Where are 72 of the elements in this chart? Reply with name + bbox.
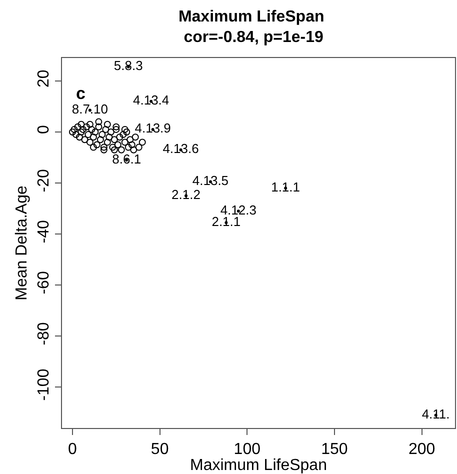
point xyxy=(98,131,106,138)
point xyxy=(104,138,111,146)
y-tick-label: 0 xyxy=(36,125,53,134)
chart-title: Maximum LifeSpan cor=-0.84, p=1e-19 xyxy=(178,8,324,46)
point xyxy=(92,128,99,136)
x-tick-label: 200 xyxy=(408,441,436,458)
point xyxy=(90,134,97,141)
point xyxy=(70,126,78,133)
point xyxy=(110,136,118,144)
y-tick-label: -60 xyxy=(36,271,53,294)
x-tick-label: 50 xyxy=(150,441,169,458)
point xyxy=(130,146,138,154)
y-tick-label: -40 xyxy=(36,220,53,244)
point xyxy=(138,138,146,146)
y-axis-title: Mean Delta.Age xyxy=(14,186,30,300)
annotation: c xyxy=(76,84,86,103)
y-tick-label: 20 xyxy=(36,70,53,88)
point xyxy=(118,146,125,154)
annotation: 8.7.10 xyxy=(72,102,108,117)
point xyxy=(123,128,130,136)
point xyxy=(72,131,80,138)
point xyxy=(78,128,85,136)
point xyxy=(76,134,83,141)
annotation: 8.6.1 xyxy=(112,151,142,166)
point xyxy=(128,141,136,148)
point xyxy=(88,126,96,133)
point xyxy=(114,141,122,148)
x-axis-title: Maximum LifeSpan xyxy=(190,457,327,474)
point xyxy=(95,118,102,126)
point xyxy=(109,144,116,151)
point xyxy=(112,123,120,130)
annotation: 4.13.9 xyxy=(134,120,171,136)
y-tick-label: -20 xyxy=(36,168,53,192)
point xyxy=(102,126,110,133)
point xyxy=(84,131,92,138)
annotation: 5.8.3 xyxy=(114,58,143,74)
point xyxy=(124,144,132,151)
point xyxy=(112,126,120,133)
point xyxy=(126,136,134,144)
x-tick-label: 0 xyxy=(68,441,78,458)
point xyxy=(82,123,90,130)
point xyxy=(81,136,88,144)
annotation: 4.13.5 xyxy=(192,173,229,188)
y-tick-label: -100 xyxy=(36,368,53,401)
point xyxy=(132,134,139,141)
point xyxy=(100,146,108,154)
point xyxy=(68,128,76,136)
point xyxy=(106,134,113,141)
point xyxy=(135,144,142,151)
x-tick-label: 150 xyxy=(321,441,348,458)
point xyxy=(79,126,86,133)
x-tick-label: 100 xyxy=(234,441,261,458)
point xyxy=(121,126,128,133)
point xyxy=(90,144,97,151)
y-tick-label: -80 xyxy=(36,322,53,346)
point xyxy=(96,136,104,144)
point xyxy=(93,141,100,148)
point xyxy=(78,120,85,128)
point xyxy=(110,146,118,154)
annotation: 4.13.4 xyxy=(133,92,170,108)
point xyxy=(104,120,111,128)
annotation: 4.13.6 xyxy=(162,141,199,156)
point xyxy=(86,120,94,128)
point xyxy=(107,128,114,136)
point xyxy=(120,131,127,138)
point xyxy=(74,123,82,130)
point xyxy=(121,138,128,146)
point xyxy=(95,123,102,130)
point xyxy=(86,138,94,146)
annotation: 4.11. xyxy=(422,406,450,422)
point xyxy=(116,134,124,141)
point xyxy=(100,144,108,151)
